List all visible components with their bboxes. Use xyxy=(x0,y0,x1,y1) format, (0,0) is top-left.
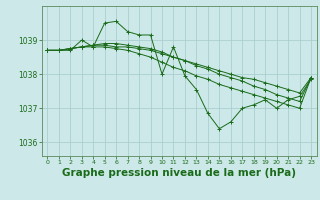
X-axis label: Graphe pression niveau de la mer (hPa): Graphe pression niveau de la mer (hPa) xyxy=(62,168,296,178)
